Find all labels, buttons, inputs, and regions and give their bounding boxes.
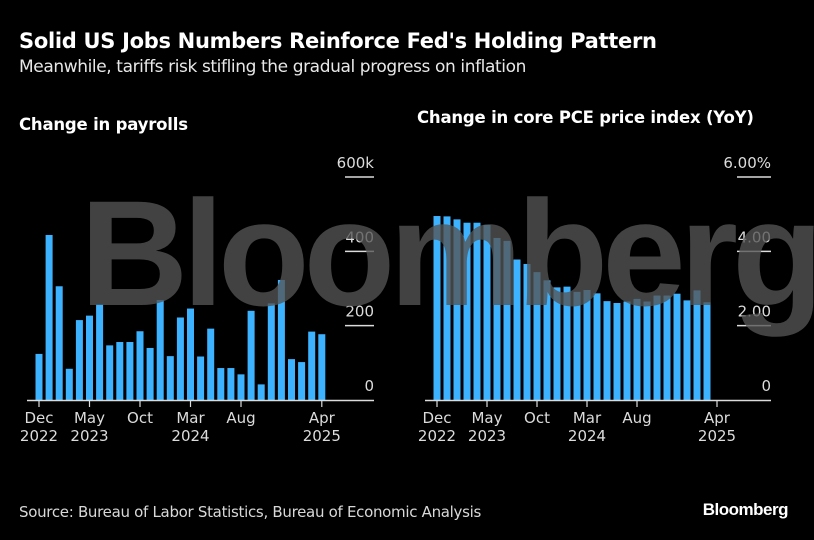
- pce-bar: [653, 295, 661, 400]
- pce-bar: [483, 224, 491, 400]
- payrolls-x-tick-label: May: [74, 409, 105, 427]
- pce-y-tick-label: 0: [761, 377, 771, 395]
- pce-bar: [523, 263, 531, 400]
- payrolls-bar: [126, 342, 134, 400]
- payrolls-x-tick-label: Mar: [176, 409, 205, 427]
- pce-x-tick-label: Mar: [573, 409, 602, 427]
- pce-x-tick-year: 2024: [568, 427, 606, 445]
- payrolls-panel-title: Change in payrolls: [19, 115, 188, 134]
- payrolls-x-tick-label: Oct: [127, 409, 153, 427]
- payrolls-bar: [106, 345, 114, 400]
- payrolls-y-tick-label: 600k: [337, 154, 375, 172]
- payrolls-bar: [237, 374, 245, 400]
- pce-bar: [593, 293, 601, 400]
- pce-y-tick-label: 2.00: [738, 303, 771, 321]
- payrolls-x-tick-label: Dec: [24, 409, 53, 427]
- chart-subtitle: Meanwhile, tariffs risk stifling the gra…: [19, 57, 526, 77]
- bloomberg-logo: Bloomberg: [702, 500, 789, 519]
- payrolls-bar: [96, 304, 104, 400]
- pce-x-tick-label: Dec: [422, 409, 451, 427]
- pce-bar: [433, 216, 441, 400]
- payrolls-x-tick-year: 2023: [70, 427, 108, 445]
- payrolls-bar: [176, 317, 184, 400]
- payrolls-x-tick-label: Apr: [309, 409, 336, 427]
- pce-bar: [613, 302, 621, 400]
- pce-bar: [503, 240, 511, 400]
- payrolls-bar: [75, 320, 83, 400]
- pce-bar: [633, 298, 641, 400]
- payrolls-bar: [288, 359, 295, 400]
- pce-bar: [673, 293, 681, 400]
- pce-bar: [543, 280, 551, 400]
- payrolls-bar: [35, 353, 43, 400]
- payrolls-y-tick-label: 400: [345, 228, 374, 246]
- payrolls-bar: [217, 368, 225, 400]
- payrolls-bar: [65, 368, 73, 400]
- pce-bar: [533, 272, 541, 400]
- pce-bar: [623, 301, 631, 400]
- pce-x-tick-label: May: [471, 409, 502, 427]
- payrolls-y-tick-label: 200: [345, 303, 374, 321]
- payrolls-y-tick-label: 0: [364, 377, 374, 395]
- source-note: Source: Bureau of Labor Statistics, Bure…: [19, 503, 482, 521]
- payrolls-bar: [308, 331, 316, 400]
- pce-bar: [573, 291, 581, 400]
- payrolls-bar: [146, 347, 154, 400]
- pce-x-tick-label: Oct: [524, 409, 550, 427]
- pce-bar: [493, 237, 501, 400]
- pce-x-tick-year: 2023: [468, 427, 506, 445]
- chart-title: Solid US Jobs Numbers Reinforce Fed's Ho…: [19, 29, 657, 53]
- payrolls-bar: [136, 331, 144, 400]
- pce-y-tick-label: 4.00: [738, 228, 771, 246]
- pce-bar: [663, 295, 671, 400]
- pce-bar: [583, 289, 591, 400]
- payrolls-bar: [197, 356, 205, 400]
- payrolls-bar: [207, 328, 215, 400]
- payrolls-bar: [267, 303, 275, 400]
- pce-panel-title: Change in core PCE price index (YoY): [417, 108, 754, 127]
- payrolls-bar: [247, 310, 255, 400]
- pce-x-tick-year: 2022: [418, 427, 456, 445]
- payrolls-bar: [298, 362, 306, 400]
- pce-bar: [683, 300, 691, 400]
- pce-bar: [473, 222, 481, 400]
- pce-bar: [463, 222, 471, 400]
- payrolls-bar: [257, 384, 265, 400]
- pce-bar: [443, 216, 451, 400]
- pce-bar: [693, 290, 701, 400]
- pce-x-tick-label: Apr: [704, 409, 731, 427]
- payrolls-bar: [277, 279, 285, 400]
- pce-bar: [643, 301, 651, 400]
- payrolls-x-tick-year: 2024: [171, 427, 209, 445]
- payrolls-bar: [156, 300, 164, 400]
- payrolls-bar: [45, 234, 53, 400]
- pce-bar: [453, 219, 461, 400]
- payrolls-bar: [187, 308, 194, 400]
- payrolls-bar: [55, 286, 63, 400]
- payrolls-bar: [116, 342, 124, 400]
- pce-bar: [553, 287, 561, 400]
- payrolls-bar: [318, 334, 326, 400]
- pce-bar: [703, 302, 711, 400]
- pce-bar: [603, 301, 611, 400]
- payrolls-x-tick-label: Aug: [226, 409, 255, 427]
- payrolls-x-tick-year: 2022: [20, 427, 58, 445]
- pce-x-tick-year: 2025: [698, 427, 736, 445]
- pce-bar: [563, 286, 571, 400]
- payrolls-x-tick-year: 2025: [303, 427, 341, 445]
- payrolls-bar: [227, 368, 235, 400]
- pce-y-tick-label: 6.00%: [723, 154, 771, 172]
- payrolls-bar: [86, 315, 93, 400]
- pce-x-tick-label: Aug: [622, 409, 651, 427]
- payrolls-bar: [166, 356, 174, 400]
- pce-bar: [513, 259, 521, 400]
